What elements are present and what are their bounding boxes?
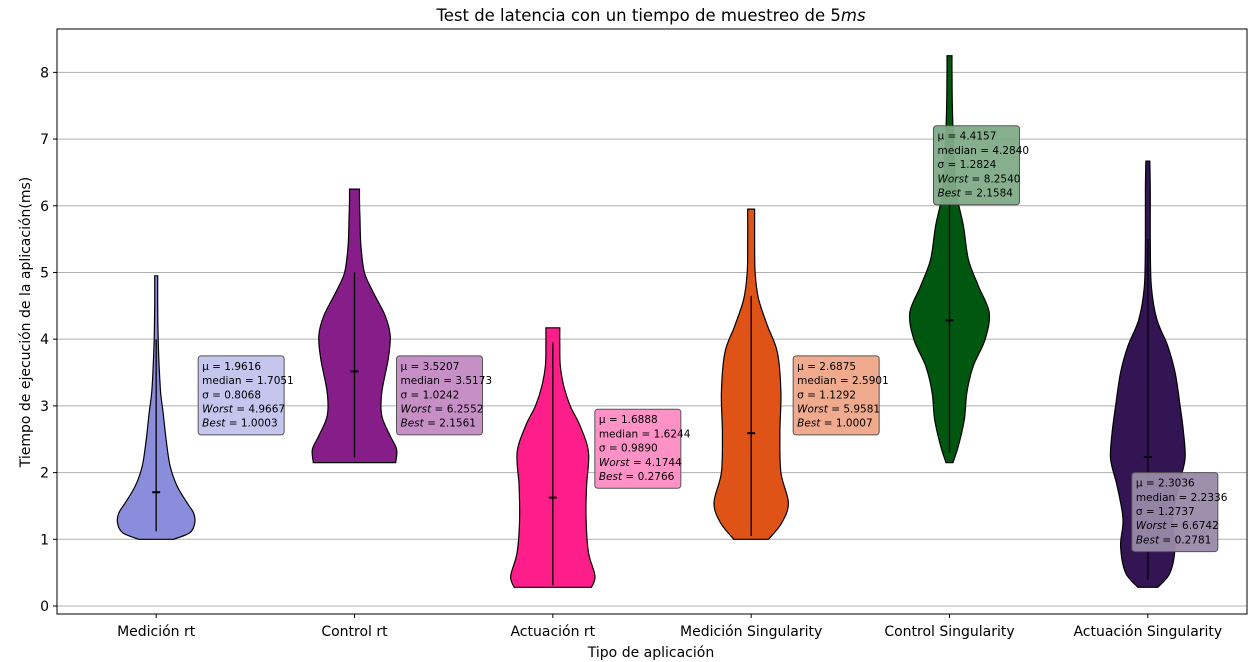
stats-line: Worst = 6.6742 <box>1136 520 1219 532</box>
stats-line: median = 1.7051 <box>202 375 294 387</box>
stats-line: Worst = 8.2540 <box>938 173 1021 185</box>
stats-box-frame <box>396 355 483 436</box>
stats-line: Best = 0.2766 <box>599 471 675 483</box>
y-tick-label: 3 <box>40 399 49 415</box>
violin-3 <box>510 327 596 588</box>
stats-line: Best = 1.0007 <box>797 418 872 430</box>
stats-line: median = 2.5901 <box>797 375 889 387</box>
stats-boxes: μ = 1.9616 median = 1.7051 σ = 0.8068 Worst… <box>197 125 1228 553</box>
stats-line: median = 3.5173 <box>401 375 493 387</box>
stats-box: μ = 2.3036 median = 2.2336 σ = 1.2737 Worst… <box>1131 472 1228 553</box>
y-axis-label: Tiempo de ejecución de la aplicación(ms) <box>18 177 34 469</box>
stats-line: Best = 1.0003 <box>202 418 277 430</box>
y-axis: 0 1 2 3 4 5 6 7 8 <box>40 65 57 615</box>
x-axis-label: Tipo de aplicación <box>587 645 714 661</box>
stats-line: Worst = 5.9581 <box>797 403 880 415</box>
x-tick-label: Control Singularity <box>884 624 1014 640</box>
violin-4 <box>713 208 790 540</box>
stats-line: median = 2.2336 <box>1136 492 1228 504</box>
stats-box-frame <box>792 355 880 436</box>
y-tick-label: 5 <box>40 265 49 281</box>
stats-line: Best = 2.1584 <box>938 188 1014 200</box>
stats-line: Worst = 6.2552 <box>401 403 484 415</box>
plot-frame <box>56 28 1248 615</box>
stats-box: μ = 3.5207 median = 3.5173 σ = 1.0242 Worst… <box>396 355 493 436</box>
stats-line: μ = 1.6888 <box>599 414 658 426</box>
y-tick-label: 4 <box>40 332 49 348</box>
violin-2 <box>311 188 398 464</box>
stats-line: σ = 0.9890 <box>599 443 658 455</box>
stats-line: μ = 2.3036 <box>1136 478 1195 490</box>
chart-title: Test de latencia con un tiempo de muestr… <box>435 6 865 25</box>
stats-box: μ = 1.9616 median = 1.7051 σ = 0.8068 Worst… <box>197 355 294 436</box>
stats-line: σ = 1.2824 <box>938 159 997 171</box>
x-tick-label: Actuación rt <box>510 624 595 640</box>
violin-5 <box>908 55 991 464</box>
x-tick-label: Medición Singularity <box>680 624 822 640</box>
stats-box: μ = 1.6888 median = 1.6244 σ = 0.9890 Worst… <box>594 408 691 489</box>
stats-box: μ = 2.6875 median = 2.5901 σ = 1.1292 Worst… <box>792 355 889 436</box>
stats-box-frame <box>197 355 285 436</box>
x-axis: Medición rt Control rt Actuación rt Medició… <box>117 614 1222 640</box>
chart-title-unit: ms <box>841 6 866 25</box>
stats-line: μ = 1.9616 <box>202 361 261 373</box>
x-tick-label: Actuación Singularity <box>1073 624 1222 640</box>
stats-line: μ = 4.4157 <box>938 131 997 143</box>
x-tick-label: Medición rt <box>117 624 196 640</box>
stats-line: μ = 3.5207 <box>401 361 460 373</box>
stats-line: Worst = 4.1744 <box>599 457 682 469</box>
y-tick-label: 1 <box>40 532 49 548</box>
stats-line: σ = 1.2737 <box>1136 506 1195 518</box>
stats-line: μ = 2.6875 <box>797 361 856 373</box>
y-tick-label: 7 <box>40 132 49 148</box>
y-tick-label: 8 <box>40 65 49 81</box>
violin-1 <box>116 275 196 540</box>
stats-line: Best = 2.1561 <box>401 418 476 430</box>
x-tick-label: Control rt <box>321 624 388 640</box>
stats-line: σ = 1.1292 <box>797 389 856 401</box>
y-tick-label: 6 <box>40 199 49 215</box>
stats-box: μ = 4.4157 median = 4.2840 σ = 1.2824 Worst… <box>933 125 1030 206</box>
violin-group <box>116 55 1186 588</box>
stats-box-frame <box>933 125 1020 206</box>
stats-line: median = 1.6244 <box>599 428 691 440</box>
y-tick-label: 2 <box>40 466 49 482</box>
stats-line: σ = 0.8068 <box>202 389 261 401</box>
y-gridlines <box>57 71 1247 607</box>
stats-box-frame <box>1131 472 1219 553</box>
stats-box-frame <box>594 408 682 489</box>
stats-line: median = 4.2840 <box>938 145 1030 157</box>
stats-line: Worst = 4.9667 <box>202 403 285 415</box>
chart-title-text: Test de latencia con un tiempo de muestr… <box>435 6 840 25</box>
stats-line: σ = 1.0242 <box>401 389 460 401</box>
stats-line: Best = 0.2781 <box>1136 534 1211 546</box>
y-tick-label: 0 <box>40 599 49 615</box>
